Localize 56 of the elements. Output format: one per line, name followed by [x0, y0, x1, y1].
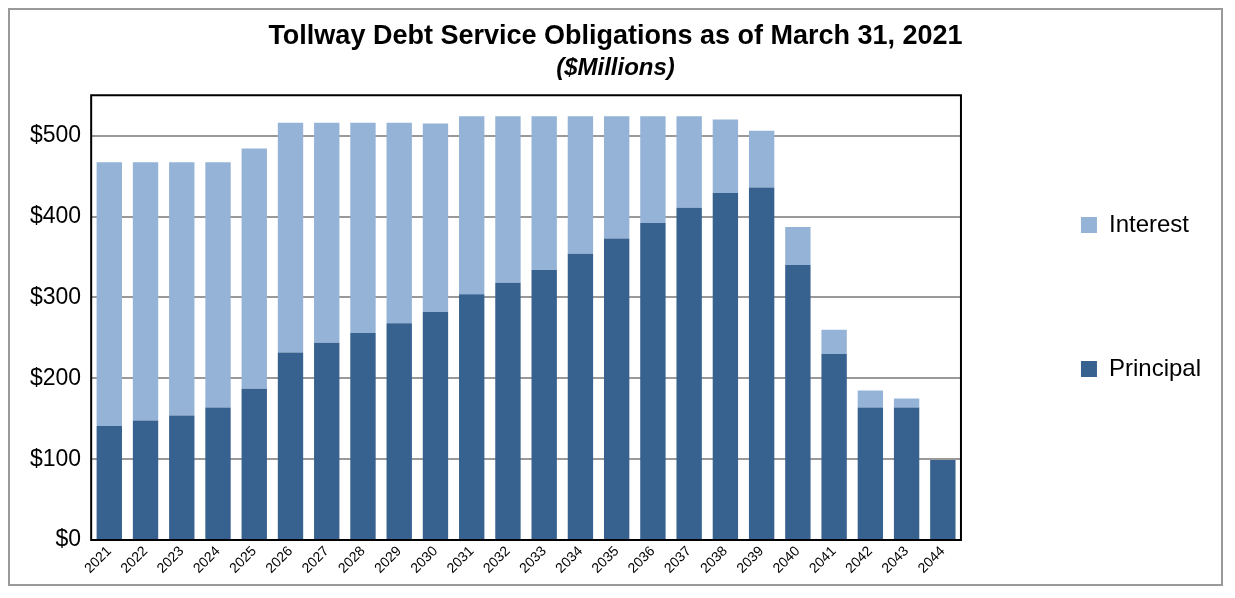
bar — [821, 354, 847, 540]
bar — [785, 265, 811, 540]
bar — [96, 426, 122, 540]
bar — [893, 407, 920, 540]
bar — [676, 207, 702, 540]
bar — [422, 311, 449, 540]
bar — [314, 122, 340, 343]
bar — [930, 460, 956, 540]
bar — [241, 148, 267, 389]
bar — [386, 323, 412, 540]
bar — [459, 116, 485, 295]
legend-label: Principal — [1108, 353, 1202, 381]
bar — [314, 342, 340, 540]
bar — [459, 294, 485, 540]
bar — [712, 193, 739, 540]
bar — [205, 162, 231, 408]
bar — [96, 162, 122, 427]
bar — [350, 122, 376, 334]
bar — [205, 407, 231, 540]
bar — [277, 352, 304, 540]
bar — [640, 116, 666, 224]
chart-subtitle: ($Millions) — [556, 53, 675, 81]
bar — [676, 116, 702, 208]
bar — [712, 119, 739, 194]
bar — [386, 122, 412, 324]
bar — [748, 130, 775, 188]
bar — [350, 333, 376, 540]
y-tick-label: $200 — [29, 363, 82, 390]
bar — [640, 223, 666, 540]
y-tick-label: $300 — [29, 282, 82, 309]
bar — [531, 269, 557, 540]
bar — [132, 162, 159, 421]
y-tick-label: $0 — [55, 525, 82, 552]
bar — [785, 227, 811, 266]
bar — [748, 187, 775, 540]
y-tick-label: $400 — [29, 201, 82, 228]
bar — [495, 282, 521, 540]
legend-label: Interest — [1108, 209, 1190, 237]
bar — [857, 390, 884, 408]
y-tick-label: $500 — [29, 120, 82, 147]
bar — [857, 407, 884, 540]
y-tick-label: $100 — [29, 444, 82, 471]
bar — [531, 116, 557, 270]
bar — [821, 329, 847, 355]
bar — [241, 388, 267, 540]
bar — [495, 116, 521, 283]
bar — [603, 238, 630, 540]
bar — [567, 116, 594, 254]
bar — [132, 420, 159, 540]
chart-title: Tollway Debt Service Obligations as of March 31, 2021 — [268, 19, 963, 50]
bar — [169, 415, 195, 540]
bar — [567, 253, 594, 540]
bar — [169, 162, 195, 416]
bar — [422, 123, 449, 312]
bar — [603, 116, 630, 239]
bar — [277, 122, 304, 353]
